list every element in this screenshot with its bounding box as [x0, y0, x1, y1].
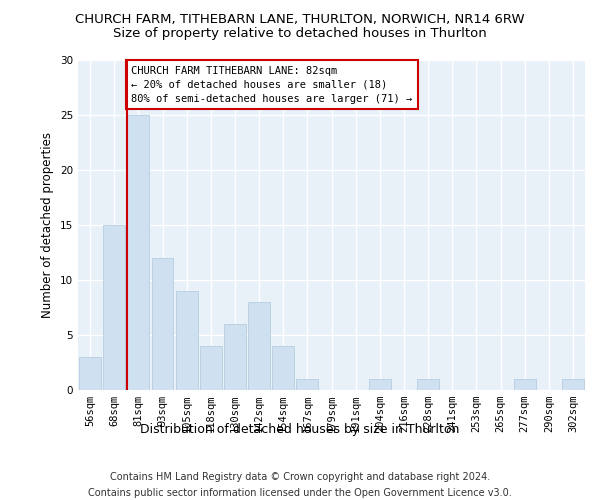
Y-axis label: Number of detached properties: Number of detached properties — [41, 132, 55, 318]
Text: Contains HM Land Registry data © Crown copyright and database right 2024.: Contains HM Land Registry data © Crown c… — [110, 472, 490, 482]
Bar — [152, 258, 173, 390]
Bar — [296, 379, 318, 390]
Bar — [200, 346, 221, 390]
Text: CHURCH FARM, TITHEBARN LANE, THURLTON, NORWICH, NR14 6RW: CHURCH FARM, TITHEBARN LANE, THURLTON, N… — [75, 12, 525, 26]
Text: Size of property relative to detached houses in Thurlton: Size of property relative to detached ho… — [113, 28, 487, 40]
Text: Distribution of detached houses by size in Thurlton: Distribution of detached houses by size … — [140, 422, 460, 436]
Bar — [562, 379, 584, 390]
Bar — [369, 379, 391, 390]
Bar — [127, 115, 149, 390]
Bar — [103, 225, 125, 390]
Text: CHURCH FARM TITHEBARN LANE: 82sqm
← 20% of detached houses are smaller (18)
80% : CHURCH FARM TITHEBARN LANE: 82sqm ← 20% … — [131, 66, 412, 104]
Bar — [272, 346, 294, 390]
Bar — [417, 379, 439, 390]
Bar — [176, 291, 197, 390]
Bar — [224, 324, 246, 390]
Bar — [79, 357, 101, 390]
Bar — [248, 302, 270, 390]
Text: Contains public sector information licensed under the Open Government Licence v3: Contains public sector information licen… — [88, 488, 512, 498]
Bar — [514, 379, 536, 390]
